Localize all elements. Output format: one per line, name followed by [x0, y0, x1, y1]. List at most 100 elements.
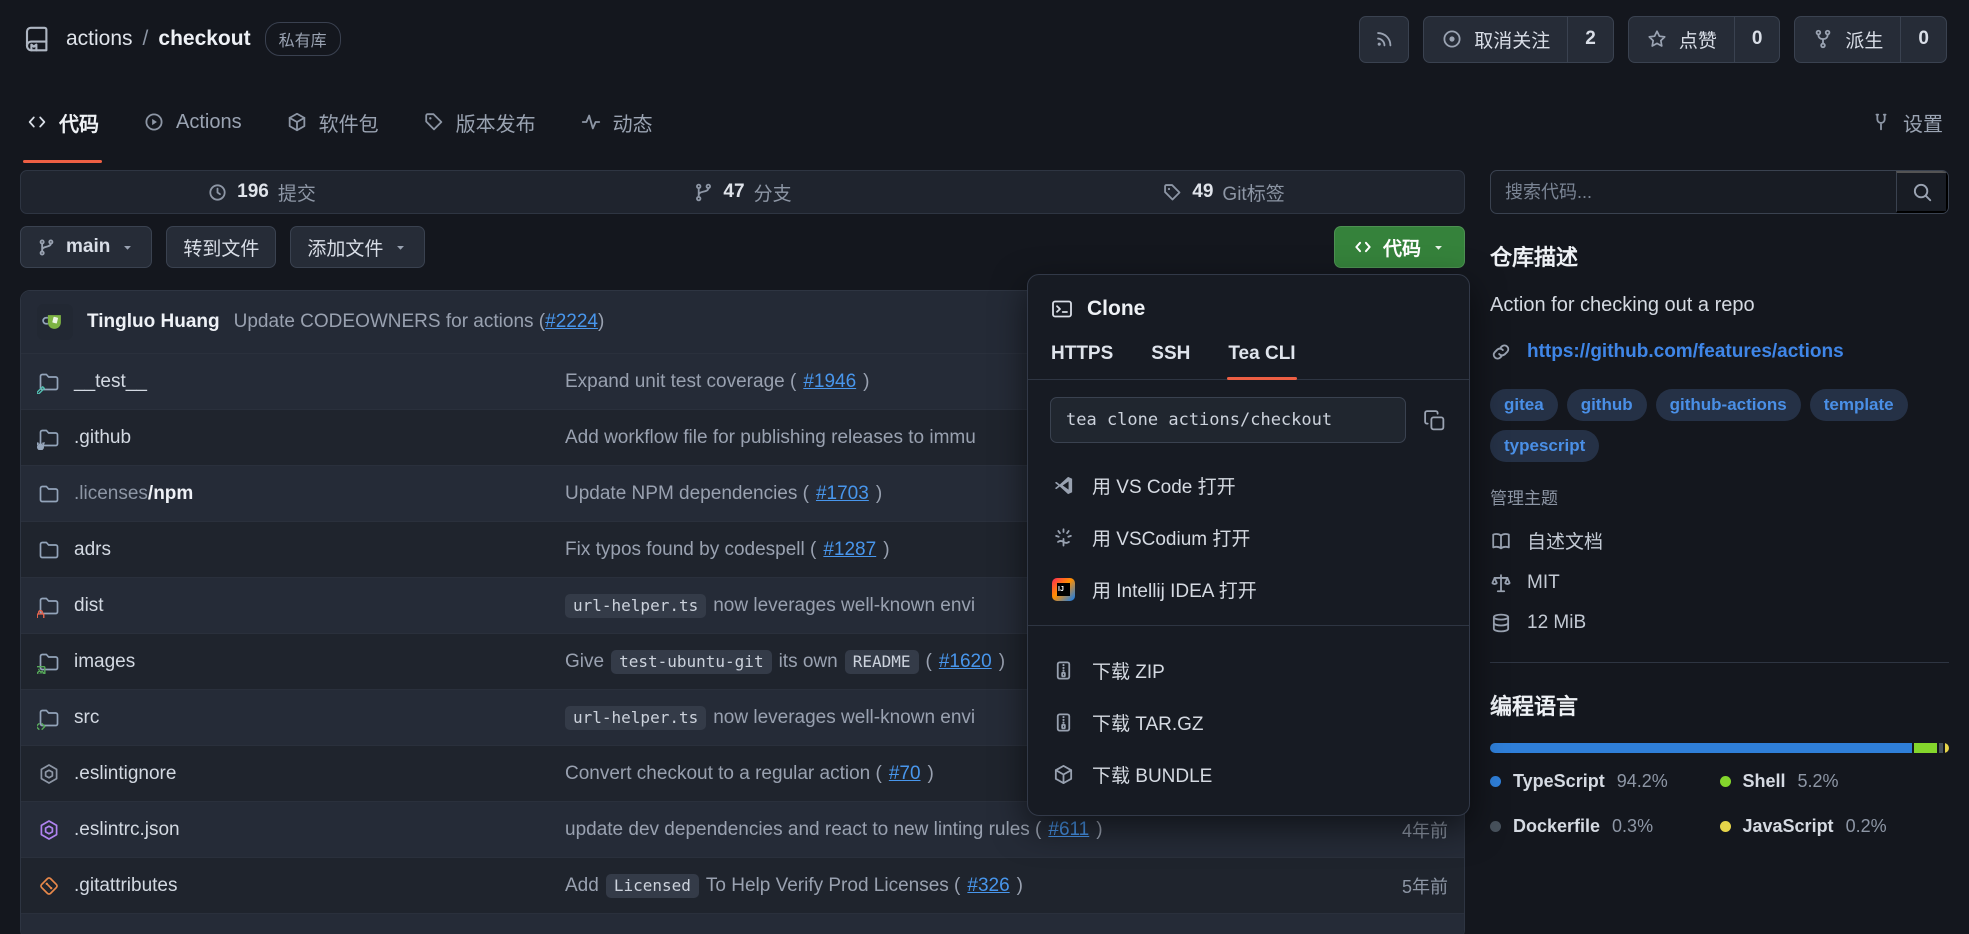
- language-legend-shell[interactable]: Shell 5.2%: [1719, 771, 1950, 792]
- file-name[interactable]: src: [37, 706, 565, 730]
- file-name[interactable]: adrs: [37, 538, 565, 562]
- language-legend-javascript[interactable]: JavaScript 0.2%: [1719, 816, 1950, 837]
- file-row[interactable]: .gitattributes Add Licensed To Help Verif…: [21, 857, 1464, 913]
- issue-link[interactable]: #1287: [823, 538, 877, 560]
- topic-template[interactable]: template: [1809, 389, 1908, 421]
- avatar[interactable]: [37, 304, 73, 340]
- file-path-prefix: .licenses: [74, 482, 148, 504]
- open-with-item-0[interactable]: 用 VS Code 打开: [1028, 459, 1469, 511]
- file-name[interactable]: images: [37, 650, 565, 674]
- tab-actions[interactable]: Actions: [143, 78, 242, 166]
- tab-settings[interactable]: 设置: [1870, 78, 1943, 166]
- zip-icon: [1052, 711, 1075, 734]
- topic-list: gitea github github-actions template typescr…: [1490, 389, 1949, 462]
- code-download-button[interactable]: 代码: [1333, 226, 1465, 268]
- manage-topics-link[interactable]: 管理主题: [1490, 489, 1558, 508]
- clone-tab-https[interactable]: HTTPS: [1051, 343, 1114, 364]
- language-segment-typescript[interactable]: [1490, 743, 1912, 753]
- meta-row-0[interactable]: 自述文档: [1490, 527, 1949, 554]
- website-link[interactable]: https://github.com/features/actions: [1527, 341, 1844, 362]
- content: 196 提交 47 分支 49 Git标签 main 转到文件 添加文件 代码: [0, 166, 1969, 934]
- language-dot: [1719, 821, 1731, 832]
- tab-label: 动态: [612, 113, 653, 136]
- clone-command-input[interactable]: [1050, 397, 1406, 443]
- file-name[interactable]: .licenses/npm: [37, 482, 565, 506]
- tab-packages[interactable]: 软件包: [286, 78, 379, 166]
- download-item-1[interactable]: 下载 TAR.GZ: [1028, 696, 1469, 748]
- download-item-2[interactable]: 下载 BUNDLE: [1028, 748, 1469, 800]
- clone-tab-ssh[interactable]: SSH: [1151, 343, 1191, 364]
- language-legend-typescript[interactable]: TypeScript 94.2%: [1490, 771, 1720, 792]
- meta-row-1[interactable]: MIT: [1490, 572, 1949, 594]
- language-name: Dockerfile: [1513, 816, 1601, 836]
- file-name[interactable]: .eslintignore: [37, 762, 565, 786]
- tab-activity[interactable]: 动态: [580, 78, 653, 166]
- git-icon: [37, 874, 61, 898]
- language-legend-dockerfile[interactable]: Dockerfile 0.3%: [1490, 816, 1720, 837]
- meta-row-2[interactable]: 12 MiB: [1490, 612, 1949, 634]
- code-chip: test-ubuntu-git: [611, 649, 772, 674]
- issue-link[interactable]: #1703: [815, 482, 869, 504]
- repo-name-link[interactable]: checkout: [158, 27, 251, 50]
- issue-link[interactable]: #611: [1048, 818, 1090, 840]
- star-count: 0: [1733, 16, 1780, 62]
- tab-releases[interactable]: 版本发布: [423, 78, 536, 166]
- issue-link[interactable]: #1946: [803, 370, 857, 392]
- code-chip: Licensed: [605, 873, 699, 898]
- file-commit-message: url-helper.ts now leverages well-known e…: [565, 705, 1336, 730]
- law-icon: [1490, 572, 1512, 594]
- topic-typescript[interactable]: typescript: [1490, 430, 1600, 462]
- stat-count: 196: [237, 181, 269, 202]
- chevron-down-icon: [397, 245, 405, 250]
- search-button[interactable]: [1896, 171, 1948, 213]
- issue-link[interactable]: #326: [967, 874, 1010, 896]
- star-button[interactable]: 点赞 0: [1627, 15, 1781, 63]
- file-name[interactable]: .gitattributes: [37, 874, 565, 898]
- menu-item-label: 下载 ZIP: [1092, 661, 1165, 683]
- clone-tab-tea-cli[interactable]: Tea CLI: [1227, 337, 1297, 380]
- repo-description: Action for checking out a repo: [1490, 294, 1755, 316]
- issue-link[interactable]: #1620: [938, 650, 992, 672]
- repo-owner-link[interactable]: actions: [66, 27, 133, 50]
- file-name[interactable]: __test__: [37, 370, 565, 394]
- message-text: ): [875, 482, 883, 504]
- fork-button[interactable]: 派生 0: [1794, 15, 1947, 63]
- download-item-0[interactable]: 下载 ZIP: [1028, 644, 1469, 696]
- file-name[interactable]: .github: [37, 426, 565, 450]
- tab-code[interactable]: 代码: [23, 78, 102, 166]
- language-segment-javascript[interactable]: [1945, 743, 1949, 753]
- chevron-down-icon: [124, 245, 132, 250]
- language-segment-dockerfile[interactable]: [1939, 743, 1943, 753]
- repo-book-icon: [25, 26, 48, 52]
- open-with-item-1[interactable]: 用 VSCodium 打开: [1028, 511, 1469, 563]
- copy-button[interactable]: [1422, 408, 1447, 433]
- repo-stat-1[interactable]: 47 分支: [502, 171, 983, 213]
- file-commit-message: Add Licensed To Help Verify Prod License…: [565, 873, 1336, 898]
- repo-stat-2[interactable]: 49 Git标签: [983, 171, 1464, 213]
- branch-selector[interactable]: main: [20, 226, 153, 268]
- file-name[interactable]: dist: [37, 594, 565, 618]
- message-text: Update CODEOWNERS for actions (: [233, 311, 546, 332]
- add-file-button[interactable]: 添加文件: [290, 226, 426, 268]
- issue-link[interactable]: #70: [888, 762, 921, 784]
- watch-button[interactable]: 取消关注 2: [1423, 15, 1614, 63]
- open-with-item-2[interactable]: IJ 用 Intellij IDEA 打开: [1028, 563, 1469, 615]
- intellij-icon: IJ: [1052, 577, 1075, 601]
- wrench-icon: [1870, 111, 1892, 133]
- topic-github-actions[interactable]: github-actions: [1655, 389, 1801, 421]
- topic-github[interactable]: github: [1566, 389, 1647, 421]
- file-name[interactable]: .eslintrc.json: [37, 818, 565, 842]
- search-input[interactable]: [1491, 171, 1896, 213]
- code-search: [1490, 170, 1949, 214]
- rss-button[interactable]: [1359, 15, 1410, 63]
- commit-author[interactable]: Tingluo Huang: [87, 311, 220, 332]
- language-segment-shell[interactable]: [1913, 743, 1937, 753]
- goto-file-button[interactable]: 转到文件: [166, 226, 277, 268]
- repo-stat-0[interactable]: 196 提交: [21, 171, 502, 213]
- language-bar: [1490, 743, 1949, 753]
- code-chip: url-helper.ts: [565, 705, 707, 730]
- clone-command-row: [1028, 380, 1469, 451]
- topic-gitea[interactable]: gitea: [1490, 389, 1558, 421]
- issue-link[interactable]: #2224: [545, 311, 598, 332]
